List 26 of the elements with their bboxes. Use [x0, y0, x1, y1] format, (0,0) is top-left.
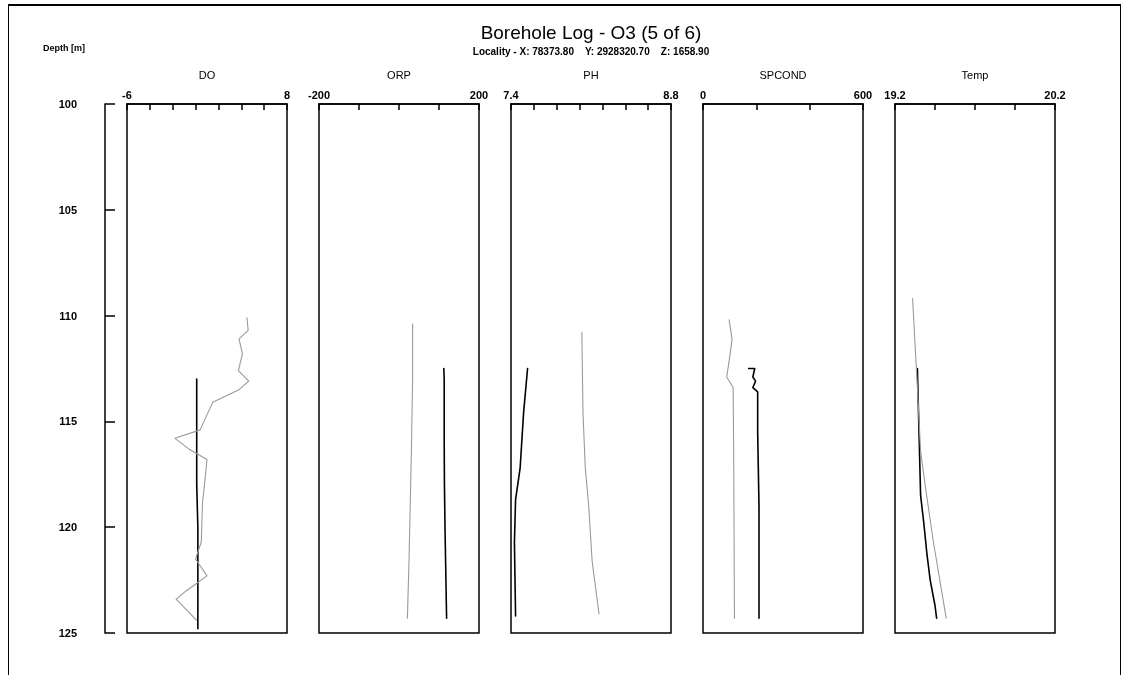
y-tick-label: 115	[59, 415, 77, 428]
x-tick-label: 19.2	[884, 88, 906, 101]
y-tick-label: 125	[58, 627, 77, 639]
x-tick-label: 20.2	[1044, 88, 1066, 101]
x-axis-title: SPCOND	[759, 68, 807, 81]
y-tick-label: 105	[58, 203, 77, 216]
x-tick-label: 200	[469, 88, 489, 101]
chart-subtitle: Locality - X: 78373.80 Y: 2928320.70 Z: 1658.90	[472, 45, 710, 57]
x-axis-title: ORP	[387, 68, 411, 81]
x-tick-label: 8	[283, 88, 291, 101]
x-tick-label: 0	[699, 88, 707, 101]
line-series	[195, 378, 199, 630]
line-series	[174, 317, 250, 621]
y-axis-title: Depth [m]	[43, 42, 85, 53]
x-tick-label: 8.8	[663, 88, 679, 101]
x-tick-label: 7.4	[503, 88, 520, 101]
x-axis-title: Temp	[961, 68, 989, 81]
y-tick-label: 120	[58, 521, 77, 534]
y-tick-label: 110	[59, 309, 77, 322]
y-tick-label: 100	[58, 98, 77, 110]
chart-title: Borehole Log - O3 (5 of 6)	[480, 22, 702, 43]
x-tick-label: -6	[122, 88, 132, 101]
x-axis-title: DO	[198, 68, 216, 81]
x-tick-label: 600	[853, 88, 873, 101]
x-tick-label: -200	[307, 88, 331, 101]
x-axis-title: PH	[583, 68, 599, 81]
